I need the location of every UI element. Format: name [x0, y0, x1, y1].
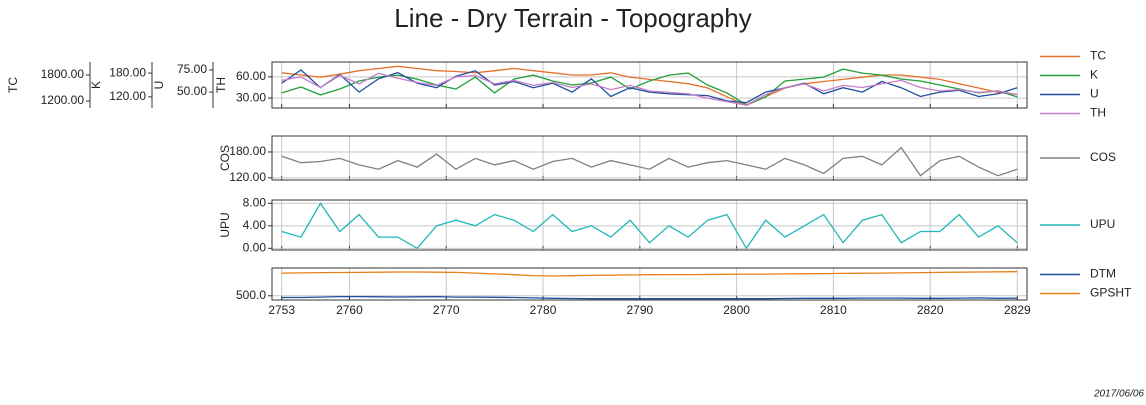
data-line [281, 69, 1018, 104]
y-tick-label: 1200.00 [41, 93, 85, 107]
x-tick-label: 2760 [336, 303, 363, 317]
plot-frame [271, 135, 1028, 181]
y-tick-label: 120.00 [109, 89, 146, 103]
legend-label: GPSHT [1090, 286, 1132, 300]
data-line [281, 271, 1018, 277]
chart-title: Line - Dry Terrain - Topography [394, 3, 751, 33]
legend-label: COS [1090, 150, 1116, 164]
y-axis-label: K [89, 81, 103, 89]
print-date: 2017/06/06 [1093, 389, 1144, 400]
x-tick-label: 2770 [433, 303, 460, 317]
y-tick-label: 180.00 [229, 144, 266, 158]
y-tick-label: 8.00 [243, 196, 267, 210]
legend-label: UPU [1090, 217, 1115, 231]
y-axis-label: TC [6, 77, 20, 93]
y-tick-label: 500.0 [236, 288, 266, 302]
y-tick-label: 120.00 [229, 170, 266, 184]
x-tick-label: 2780 [530, 303, 557, 317]
y-tick-label: 50.00 [177, 84, 207, 98]
legend-label: DTM [1090, 267, 1116, 281]
y-tick-label: 1800.00 [41, 67, 85, 81]
data-line [281, 72, 1018, 106]
legend-label: U [1090, 87, 1099, 101]
y-tick-label: 60.00 [236, 69, 266, 83]
y-tick-label: 75.00 [177, 62, 207, 76]
legend-label: TC [1090, 49, 1106, 63]
y-tick-label: 30.00 [236, 90, 266, 104]
y-axis-label: U [152, 81, 166, 90]
plot-frame [271, 199, 1028, 251]
x-tick-label: 2800 [723, 303, 750, 317]
data-line [281, 65, 1018, 107]
y-tick-label: 0.00 [243, 240, 267, 254]
data-line [281, 146, 1018, 177]
plot-frame [271, 267, 1028, 301]
plot-frame [271, 61, 1028, 109]
data-line [281, 295, 1018, 300]
legend-label: TH [1090, 106, 1106, 120]
y-axis-label: TH [214, 77, 228, 93]
x-tick-label: 2810 [820, 303, 847, 317]
legend-label: K [1090, 68, 1098, 82]
x-tick-label: 2790 [626, 303, 653, 317]
x-tick-label: 2753 [268, 303, 295, 317]
y-axis-label: COS [218, 145, 232, 171]
data-line [281, 202, 1018, 250]
y-axis-label: UPU [218, 212, 232, 237]
x-tick-label: 2820 [917, 303, 944, 317]
x-tick-label: 2829 [1004, 303, 1031, 317]
y-tick-label: 4.00 [243, 218, 267, 232]
y-tick-label: 180.00 [109, 65, 146, 79]
